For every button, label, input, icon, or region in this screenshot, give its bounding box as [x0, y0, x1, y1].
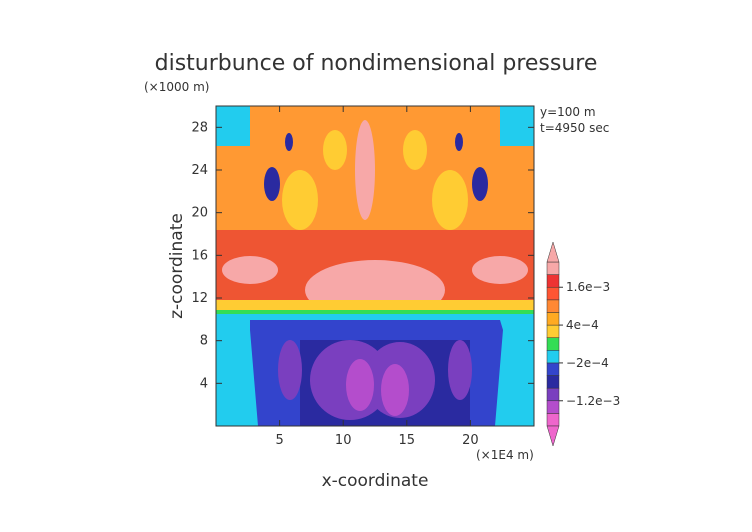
x-tick-label: 20: [462, 433, 479, 448]
field-high-right: [472, 256, 528, 284]
colorbar-label: 4e−4: [566, 318, 599, 332]
y-tick-label: 24: [191, 163, 208, 178]
field-purple-3: [278, 340, 302, 400]
field-corner-tr: [500, 106, 534, 146]
y-tick-label: 16: [191, 248, 208, 263]
field-corner-tl: [216, 106, 250, 146]
colorbar: 1.6e−3 4e−4 −2e−4 −1.2e−3: [546, 241, 620, 447]
field-yellow-3: [323, 130, 347, 170]
colorbar-segment: [546, 413, 560, 427]
colorbar-label: −1.2e−3: [566, 394, 620, 408]
y-tick-label: 28: [191, 120, 208, 135]
x-tick-label: 15: [399, 433, 416, 448]
chart-title: disturbunce of nondimensional pressure: [155, 51, 598, 76]
colorbar-segment: [546, 375, 560, 389]
colorbar-segment: [546, 324, 560, 338]
field-magenta-1: [346, 359, 374, 411]
colorbar-label: 1.6e−3: [566, 280, 610, 294]
colorbar-top-arrow: [546, 241, 560, 263]
field-high-left: [222, 256, 278, 284]
colorbar-segment: [546, 337, 560, 351]
y-unit-label: (×1000 m): [144, 80, 209, 94]
y-tick-label: 4: [200, 376, 208, 391]
field-low-blob-left: [264, 167, 280, 201]
x-unit-label: (×1E4 m): [476, 448, 534, 462]
annotation-y: y=100 m: [540, 105, 596, 119]
colorbar-segment: [546, 274, 560, 288]
x-axis: 5 10 15 20: [275, 106, 479, 448]
y-axis-label: z-coordinate: [167, 213, 187, 319]
colorbar-segment: [546, 400, 560, 414]
y-axis: 4 8 12 16 20 24 28: [191, 120, 534, 391]
field-low-blob-small-1: [285, 133, 293, 151]
colorbar-label: −2e−4: [566, 356, 609, 370]
annotation-t: t=4950 sec: [540, 121, 609, 135]
y-tick-label: 8: [200, 334, 208, 349]
colorbar-segment: [546, 350, 560, 364]
colorbar-segment: [546, 286, 560, 301]
field-yellow-2: [432, 170, 468, 230]
field-magenta-2: [381, 364, 409, 416]
field-low-blob-right: [472, 167, 488, 201]
x-axis-label: x-coordinate: [322, 471, 429, 491]
field-yellow-1: [282, 170, 318, 230]
plot-area: [215, 105, 535, 427]
colorbar-segment: [546, 299, 560, 313]
x-tick-label: 5: [275, 433, 283, 448]
colorbar-segment: [546, 387, 560, 402]
colorbar-bottom-arrow: [546, 425, 560, 447]
x-tick-label: 10: [335, 433, 352, 448]
field-yellow-4: [403, 130, 427, 170]
plot-frame: [215, 105, 535, 427]
colorbar-segment: [546, 362, 560, 376]
field-pink-streak: [355, 120, 375, 220]
colorbar-segment: [546, 312, 560, 326]
field-low-blob-small-2: [455, 133, 463, 151]
y-tick-label: 20: [191, 206, 208, 221]
colorbar-segment: [546, 261, 560, 275]
y-tick-label: 12: [191, 291, 208, 306]
field-purple-4: [448, 340, 472, 400]
